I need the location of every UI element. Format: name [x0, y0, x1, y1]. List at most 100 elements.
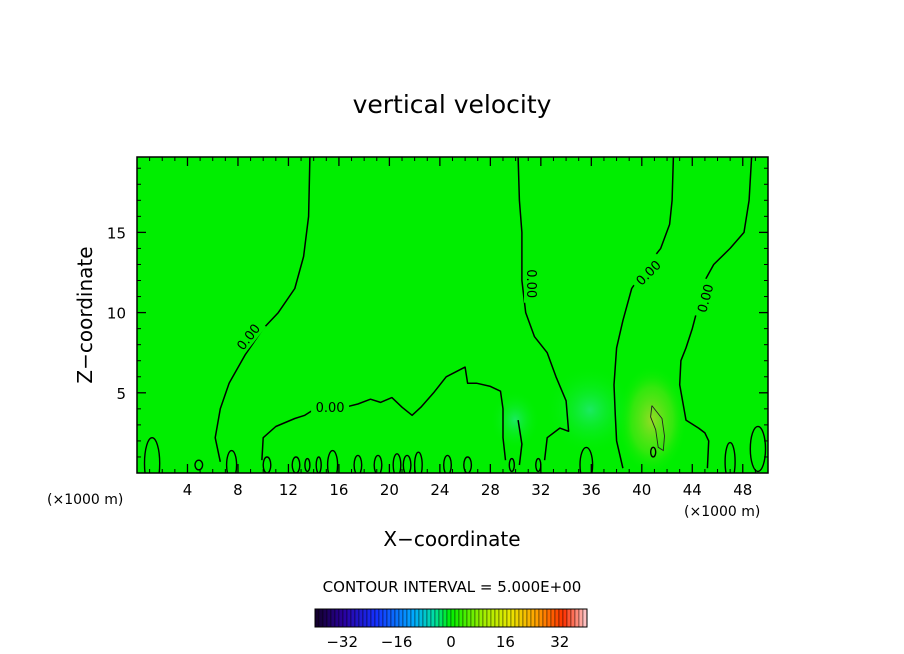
- colorbar-swatch: [518, 608, 524, 628]
- colorbar-swatch: [506, 608, 512, 628]
- x-units-left: (×1000 m): [47, 492, 123, 508]
- colorbar-swatch: [418, 608, 424, 628]
- contour-label-bg-3: [524, 264, 541, 303]
- zero-contour-6: [678, 157, 753, 469]
- x-tick-label-16: 16: [329, 481, 348, 499]
- colorbar-swatch: [342, 608, 348, 628]
- x-tick-label-40: 40: [632, 481, 651, 499]
- colorbar-swatch: [542, 608, 548, 628]
- colorbar-swatch: [350, 608, 356, 628]
- colorbar-swatch: [466, 608, 472, 628]
- colorbar-swatch: [502, 608, 508, 628]
- colorbar-swatch: [442, 608, 448, 628]
- colorbar-swatch: [398, 608, 404, 628]
- colorbar-swatch: [462, 608, 468, 628]
- y-tick-label-10: 10: [107, 305, 126, 323]
- colorbar-swatch: [550, 608, 556, 628]
- y-tick-labels: 5 10 15: [107, 224, 126, 402]
- colorbar-swatch: [570, 608, 576, 628]
- zero-contour-4: [517, 419, 523, 466]
- axis-ticks: [137, 157, 768, 473]
- colorbar-tick-label-0: −32: [326, 633, 358, 651]
- colorbar-swatch: [454, 608, 460, 628]
- surface-cell-9: [353, 454, 363, 473]
- zero-contour-3: [517, 157, 570, 461]
- x-tick-label-32: 32: [531, 481, 550, 499]
- x-tick-label-12: 12: [279, 481, 298, 499]
- colorbar-swatch: [558, 608, 564, 628]
- x-tick-label-8: 8: [233, 481, 243, 499]
- colorbar-swatch: [582, 608, 588, 628]
- weak-shading: [490, 390, 540, 450]
- colorbar-swatch: [318, 608, 324, 628]
- colorbar-swatch: [338, 608, 344, 628]
- colorbar-swatch: [438, 608, 444, 628]
- colorbar-swatch: [358, 608, 364, 628]
- colorbar-swatch: [546, 608, 552, 628]
- colorbar-tick-label-4: 32: [550, 633, 569, 651]
- colorbar-swatch: [370, 608, 376, 628]
- surface-cell-19: [650, 446, 657, 458]
- surface-cell-11: [392, 453, 402, 473]
- x-tick-label-44: 44: [683, 481, 702, 499]
- plot-area: 0.000.000.00 0.000.00: [136, 156, 769, 474]
- x-axis-label: X−coordinate: [383, 527, 520, 551]
- x-tick-label-4: 4: [183, 481, 193, 499]
- colorbar-swatch: [390, 608, 396, 628]
- colorbar-swatch: [410, 608, 416, 628]
- contour-label-bg-5: [692, 277, 718, 319]
- chart-title: vertical velocity: [353, 90, 552, 119]
- surface-cell-13: [413, 451, 423, 473]
- colorbar-swatch: [514, 608, 520, 628]
- colorbar-swatch: [522, 608, 528, 628]
- contour-label-5: 0.00: [695, 283, 717, 315]
- downdraft-shading: [545, 365, 635, 455]
- colorbar-swatch: [554, 608, 560, 628]
- colorbar: −32 −16 0 16 32: [314, 608, 588, 651]
- colorbar-swatch: [426, 608, 432, 628]
- surface-cell-2: [194, 459, 204, 471]
- x-tick-label-24: 24: [430, 481, 449, 499]
- x-tick-label-20: 20: [380, 481, 399, 499]
- x-tick-labels: 4 8 12 16 20 24 28 32 36 40 44 48: [183, 481, 753, 499]
- colorbar-swatch: [530, 608, 536, 628]
- surface-cell-3: [225, 449, 238, 473]
- colorbar-swatch: [378, 608, 384, 628]
- colorbar-swatch: [406, 608, 412, 628]
- colorbar-swatch: [494, 608, 500, 628]
- updraft-shading: [617, 365, 687, 473]
- contour-label-3: 0.00: [523, 269, 538, 298]
- surface-cell-5: [291, 456, 301, 473]
- x-tick-label-36: 36: [582, 481, 601, 499]
- colorbar-swatch: [402, 608, 408, 628]
- surface-cell-4: [262, 456, 272, 473]
- surface-cell-21: [749, 425, 767, 473]
- surface-cell-14: [443, 454, 452, 473]
- colorbar-frame: [314, 608, 588, 628]
- x-tick-label-28: 28: [481, 481, 500, 499]
- zero-contour-5: [613, 157, 675, 469]
- colorbar-swatch: [346, 608, 352, 628]
- colorbar-tick-label-2: 0: [446, 633, 456, 651]
- surface-cell-1: [143, 437, 161, 473]
- colorbar-swatch: [422, 608, 428, 628]
- colorbar-swatch: [326, 608, 332, 628]
- colorbar-swatch: [322, 608, 328, 628]
- contour-label-bg-4: [629, 253, 668, 292]
- colorbar-swatch: [538, 608, 544, 628]
- surface-cell-10: [373, 454, 383, 473]
- colorbar-swatch: [366, 608, 372, 628]
- y-tick-label-5: 5: [116, 385, 126, 403]
- surface-cell-20: [724, 441, 736, 473]
- colorbar-swatch: [446, 608, 452, 628]
- x-tick-label-48: 48: [733, 481, 752, 499]
- colorbar-swatch: [498, 608, 504, 628]
- colorbar-swatch: [490, 608, 496, 628]
- colorbar-tick-labels: −32 −16 0 16 32: [326, 633, 569, 651]
- colorbar-swatch: [330, 608, 336, 628]
- colorbar-swatch: [510, 608, 516, 628]
- contour-label-2: 0.00: [316, 401, 345, 416]
- colorbar-swatch: [578, 608, 584, 628]
- contour-label-bg-2: [311, 399, 350, 416]
- colorbar-swatch: [534, 608, 540, 628]
